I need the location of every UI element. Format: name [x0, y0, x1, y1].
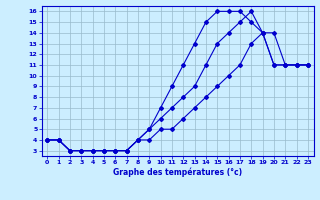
X-axis label: Graphe des températures (°c): Graphe des températures (°c): [113, 168, 242, 177]
